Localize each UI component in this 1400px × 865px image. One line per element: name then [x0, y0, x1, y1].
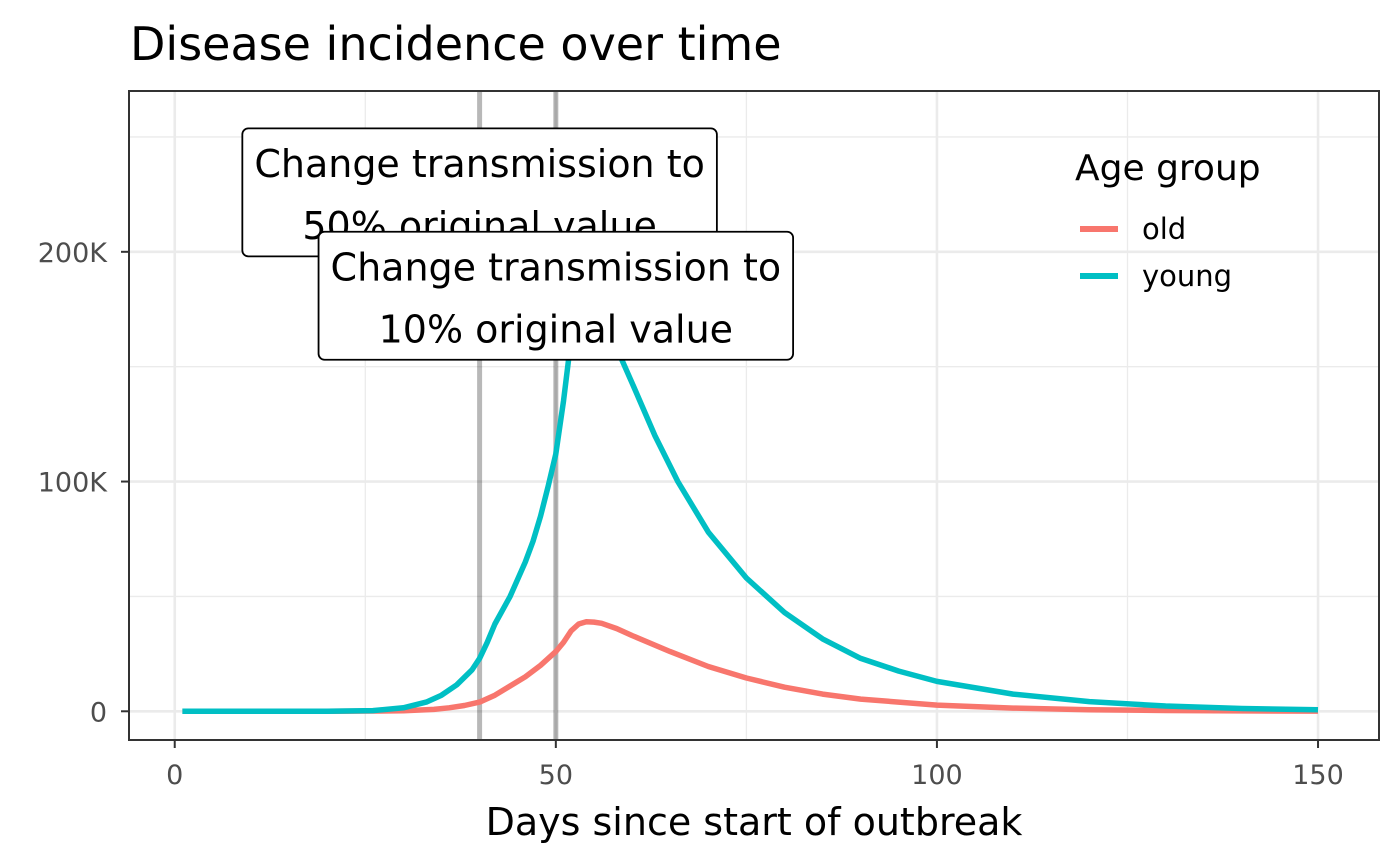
panel-border: [128, 90, 1380, 741]
annotation-label-2: Change transmission to 10% original value: [317, 230, 795, 361]
legend: Age group old young: [1075, 148, 1261, 293]
x-tick-label: 50: [539, 760, 573, 791]
annotation-text-line: Change transmission to: [331, 245, 782, 289]
annotation-box: [317, 230, 795, 361]
legend-title: Age group: [1075, 148, 1261, 189]
x-tick-label: 150: [1292, 760, 1344, 791]
series-line-old: [182, 618, 1319, 715]
chart-title: Disease incidence over time: [130, 17, 782, 71]
legend-label-old: old: [1142, 212, 1186, 246]
y-tick-label: 0: [90, 697, 107, 728]
x-tick-label: 100: [911, 760, 963, 791]
annotation-text-line: Change transmission to: [254, 142, 705, 186]
y-tick-label: 200K: [38, 238, 109, 269]
x-axis-title: Days since start of outbreak: [486, 800, 1023, 844]
annotation-text-line: 10% original value: [379, 307, 733, 351]
y-tick-label: 100K: [38, 468, 109, 499]
legend-label-young: young: [1142, 259, 1232, 293]
x-tick-label: 0: [166, 760, 183, 791]
